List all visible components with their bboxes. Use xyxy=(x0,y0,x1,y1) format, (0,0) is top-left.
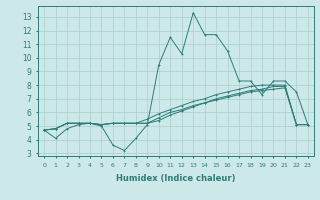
X-axis label: Humidex (Indice chaleur): Humidex (Indice chaleur) xyxy=(116,174,236,183)
